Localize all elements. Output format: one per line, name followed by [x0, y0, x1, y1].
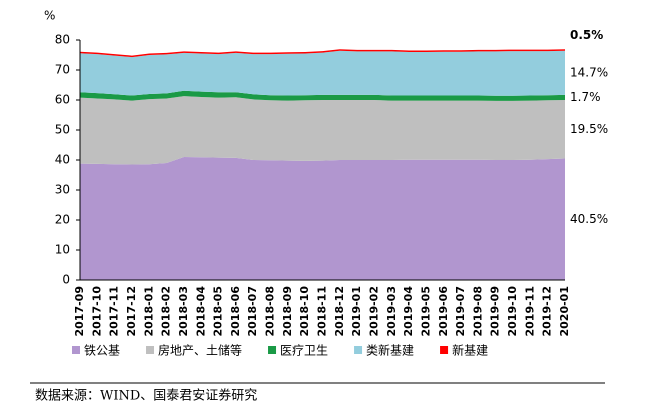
x-tick-label: 2019-07 — [454, 286, 467, 337]
x-tick-label: 2019-11 — [523, 286, 536, 337]
y-tick-label: 80 — [55, 33, 70, 47]
x-tick-label: 2019-09 — [489, 286, 502, 337]
area — [80, 49, 565, 58]
x-tick-label: 2019-04 — [402, 286, 415, 337]
value-label: 14.7% — [570, 65, 608, 79]
y-tick-label: 0 — [62, 273, 70, 287]
legend-label: 新基建 — [452, 343, 488, 358]
x-tick-label: 2019-02 — [367, 286, 380, 337]
x-tick-label: 2017-10 — [90, 286, 103, 337]
x-tick-label: 2017-09 — [73, 286, 86, 337]
x-tick-label: 2019-06 — [437, 286, 450, 337]
x-tick-label: 2019-10 — [506, 286, 519, 337]
x-tick-label: 2019-08 — [471, 286, 484, 337]
legend-swatch — [354, 346, 363, 354]
area — [80, 96, 565, 165]
legend-label: 房地产、土储等 — [158, 343, 242, 358]
legend-label: 铁公基 — [84, 344, 120, 358]
y-tick-label: 30 — [55, 183, 70, 197]
x-tick-label: 2019-01 — [350, 286, 363, 337]
legend-label: 类新基建 — [366, 343, 414, 358]
value-label: 1.7% — [570, 90, 601, 104]
legend-swatch — [268, 346, 277, 354]
legend-swatch — [440, 346, 449, 354]
x-tick-label: 2018-06 — [229, 286, 242, 337]
x-tick-label: 2017-12 — [125, 286, 138, 337]
y-tick-label: 10 — [55, 243, 70, 257]
area — [80, 90, 565, 101]
x-tick-label: 2018-07 — [246, 286, 259, 337]
x-tick-label: 2018-08 — [264, 286, 277, 337]
x-tick-label: 2018-12 — [333, 286, 346, 337]
y-tick-label: 70 — [55, 63, 70, 77]
x-tick-label: 2018-03 — [177, 286, 190, 337]
value-label: 19.5% — [570, 122, 608, 136]
x-tick-label: 2017-11 — [108, 286, 121, 337]
y-tick-label: 60 — [55, 93, 70, 107]
x-tick-label: 2019-12 — [541, 286, 554, 337]
x-tick-label: 2018-01 — [142, 286, 155, 337]
value-label: 0.5% — [570, 28, 603, 42]
x-tick-label: 2019-03 — [385, 286, 398, 337]
x-tick-label: 2018-05 — [212, 286, 225, 337]
x-tick-label: 2020-01 — [558, 286, 571, 337]
area — [80, 50, 565, 96]
x-tick-label: 2018-04 — [194, 286, 207, 337]
source: 数据来源：WIND、国泰君安证券研究 — [35, 388, 257, 404]
x-tick-label: 2018-09 — [281, 286, 294, 337]
value-label: 40.5% — [570, 212, 608, 226]
y-axis-label: % — [44, 9, 55, 23]
x-tick-label: 2019-05 — [419, 286, 432, 337]
y-tick-label: 40 — [55, 153, 70, 167]
x-tick-label: 2018-10 — [298, 286, 311, 337]
legend-label: 医疗卫生 — [280, 344, 328, 358]
x-tick-label: 2018-11 — [316, 286, 329, 337]
legend-swatch — [72, 346, 80, 354]
area — [80, 157, 565, 280]
x-tick-label: 2018-02 — [160, 286, 173, 337]
y-tick-label: 50 — [55, 123, 70, 137]
legend-swatch — [146, 346, 155, 354]
y-tick-label: 20 — [55, 213, 70, 227]
